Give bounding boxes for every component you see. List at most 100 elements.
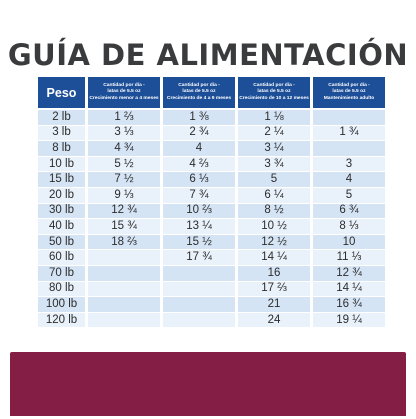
adult-maintenance-cell: 11 ⅓ <box>313 250 385 266</box>
adult-maintenance-cell: 1 ¾ <box>313 125 385 142</box>
page-title: GUÍA DE ALIMENTACIÓN <box>7 38 409 72</box>
growth-4-to-9-months-cell: 13 ¼ <box>163 219 235 235</box>
weight-cell: 8 lb <box>38 141 85 157</box>
growth-under-4-months-header: Cantidad por día - latas de 5.5 oz Crecimi… <box>88 77 160 110</box>
adult-maintenance-cell: 3 <box>313 156 385 173</box>
weight-cell: 50 lb <box>38 234 85 251</box>
growth-under-4-months-cell: 3 ⅓ <box>88 125 160 142</box>
growth-under-4-months-cell: 9 ⅓ <box>88 187 160 204</box>
table-row: 80 lb 17 ⅔ 14 ¼ <box>38 281 385 298</box>
growth-under-4-months-cell: 1 ⅔ <box>88 110 160 126</box>
adult-maintenance-header: Cantidad por día - latas de 5.5 oz Manteni… <box>313 77 385 110</box>
weight-cell: 30 lb <box>38 203 85 220</box>
growth-10-to-12-months-cell: 14 ¼ <box>238 250 310 266</box>
growth-10-to-12-months-cell: 1 ⅛ <box>238 110 310 126</box>
weight-column-header: Peso <box>38 77 85 110</box>
growth-4-to-9-months-cell <box>163 265 235 282</box>
adult-maintenance-cell: 12 ¾ <box>313 265 385 282</box>
header-line: Cantidad por día - <box>178 83 220 89</box>
table-row: 60 lb 17 ¾ 14 ¼ 11 ⅓ <box>38 250 385 266</box>
growth-4-to-9-months-cell: 4 <box>163 141 235 157</box>
growth-10-to-12-months-cell: 12 ½ <box>238 234 310 251</box>
growth-under-4-months-cell: 12 ¾ <box>88 203 160 220</box>
growth-4-to-9-months-cell <box>163 312 235 329</box>
header-line: Cantidad por día - <box>328 83 370 89</box>
growth-under-4-months-cell <box>88 297 160 313</box>
growth-under-4-months-cell <box>88 312 160 329</box>
growth-4-to-9-months-cell <box>163 297 235 313</box>
weight-cell: 10 lb <box>38 156 85 173</box>
weight-cell: 20 lb <box>38 187 85 204</box>
header-line: Cantidad por día - <box>253 83 295 89</box>
growth-10-to-12-months-cell: 21 <box>238 297 310 313</box>
growth-under-4-months-cell <box>88 265 160 282</box>
bottom-banner <box>10 352 406 416</box>
adult-maintenance-cell: 16 ¾ <box>313 297 385 313</box>
adult-maintenance-cell: 5 <box>313 187 385 204</box>
growth-10-to-12-months-cell: 17 ⅔ <box>238 281 310 298</box>
header-line: Crecimiento menor a 4 meses <box>89 95 159 101</box>
adult-maintenance-cell: 10 <box>313 234 385 251</box>
adult-maintenance-cell: 19 ¼ <box>313 312 385 329</box>
feeding-table: Peso Cantidad por día - latas de 5.5 oz Cre… <box>35 77 388 329</box>
header-line: Crecimiento de 4 a 9 meses <box>166 95 232 101</box>
growth-4-to-9-months-cell <box>163 281 235 298</box>
growth-10-to-12-months-cell: 10 ½ <box>238 219 310 235</box>
weight-cell: 15 lb <box>38 172 85 188</box>
growth-under-4-months-cell: 18 ⅔ <box>88 234 160 251</box>
header-line: latas de 5.5 oz <box>332 89 366 95</box>
growth-10-to-12-months-cell: 2 ¼ <box>238 125 310 142</box>
weight-cell: 100 lb <box>38 297 85 313</box>
growth-4-to-9-months-cell: 7 ¾ <box>163 187 235 204</box>
growth-10-to-12-months-cell: 5 <box>238 172 310 188</box>
growth-10-to-12-months-cell: 8 ½ <box>238 203 310 220</box>
adult-maintenance-cell: 6 ¾ <box>313 203 385 220</box>
weight-cell: 60 lb <box>38 250 85 266</box>
header-line: latas de 5.5 oz <box>107 89 141 95</box>
adult-maintenance-cell <box>313 110 385 126</box>
weight-cell: 2 lb <box>38 110 85 126</box>
weight-cell: 120 lb <box>38 312 85 329</box>
table-row: 100 lb 21 16 ¾ <box>38 297 385 313</box>
adult-maintenance-cell: 14 ¼ <box>313 281 385 298</box>
table-row: 70 lb 16 12 ¾ <box>38 265 385 282</box>
growth-4-to-9-months-header: Cantidad por día - latas de 5.5 oz Crecimi… <box>163 77 235 110</box>
header-line: Cantidad por día - <box>103 83 145 89</box>
weight-cell: 3 lb <box>38 125 85 142</box>
growth-under-4-months-cell: 15 ¾ <box>88 219 160 235</box>
growth-10-to-12-months-cell: 24 <box>238 312 310 329</box>
growth-4-to-9-months-cell: 17 ¾ <box>163 250 235 266</box>
growth-under-4-months-cell: 4 ¾ <box>88 141 160 157</box>
growth-4-to-9-months-cell: 4 ⅔ <box>163 156 235 173</box>
growth-under-4-months-cell: 7 ½ <box>88 172 160 188</box>
growth-under-4-months-cell <box>88 250 160 266</box>
weight-cell: 80 lb <box>38 281 85 298</box>
header-line: latas de 5.5 oz <box>182 89 216 95</box>
weight-cell: 70 lb <box>38 265 85 282</box>
growth-4-to-9-months-cell: 1 ⅜ <box>163 110 235 126</box>
header-row: Peso Cantidad por día - latas de 5.5 oz Cre… <box>38 77 385 110</box>
growth-under-4-months-cell <box>88 281 160 298</box>
adult-maintenance-cell: 4 <box>313 172 385 188</box>
header-line: Mantenimiento adulto <box>323 95 375 101</box>
growth-10-to-12-months-cell: 3 ¼ <box>238 141 310 157</box>
growth-10-to-12-months-cell: 16 <box>238 265 310 282</box>
growth-4-to-9-months-cell: 10 ⅔ <box>163 203 235 220</box>
table-row: 120 lb 24 19 ¼ <box>38 312 385 329</box>
growth-10-to-12-months-cell: 3 ¾ <box>238 156 310 173</box>
adult-maintenance-cell: 8 ⅓ <box>313 219 385 235</box>
weight-cell: 40 lb <box>38 219 85 235</box>
growth-10-to-12-months-header: Cantidad por día - latas de 5.5 oz Crecimi… <box>238 77 310 110</box>
header-line: Crecimiento de 10 a 12 meses <box>239 95 309 101</box>
header-line: latas de 5.5 oz <box>257 89 291 95</box>
growth-under-4-months-cell: 5 ½ <box>88 156 160 173</box>
growth-4-to-9-months-cell: 6 ⅓ <box>163 172 235 188</box>
growth-4-to-9-months-cell: 2 ¾ <box>163 125 235 142</box>
